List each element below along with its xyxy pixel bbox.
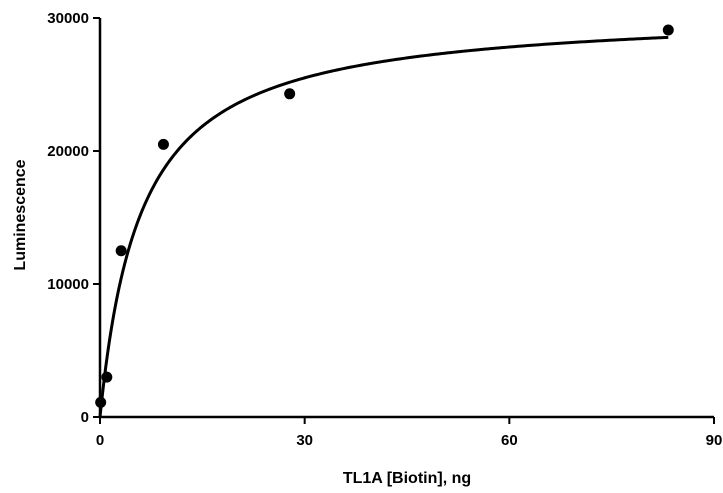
data-point [115,245,127,257]
y-tick-label: 20000 [47,143,89,160]
y-tick-label: 0 [81,409,89,426]
y-tick-label: 30000 [47,10,89,27]
y-axis: 0 10000 20000 30000 [47,10,102,426]
x-tick-label: 0 [96,432,104,449]
x-tick-label: 60 [501,432,518,449]
x-axis-title: TL1A [Biotin], ng [343,470,471,487]
x-tick-label: 90 [706,432,723,449]
x-ticks: 0 30 60 90 [96,417,723,449]
y-axis-title: Luminescence [12,159,29,270]
data-point [662,24,674,36]
y-tick-label: 10000 [47,276,89,293]
x-axis: 0 30 60 90 [96,415,723,449]
data-points [95,24,674,408]
data-point [101,371,113,383]
data-point [157,138,169,150]
x-tick-label: 30 [296,432,313,449]
fit-curve [98,35,669,418]
y-ticks: 0 10000 20000 30000 [47,10,100,426]
data-point [284,88,296,100]
data-point [95,396,107,408]
